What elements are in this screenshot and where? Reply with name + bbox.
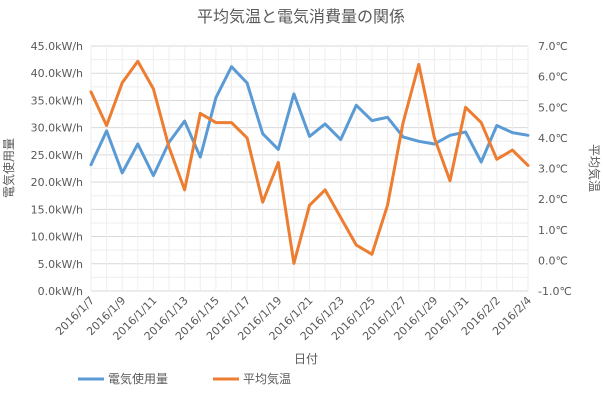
series-point-1: [527, 164, 530, 167]
series-point-0: [370, 119, 373, 122]
series-point-0: [90, 163, 93, 166]
series-point-0: [152, 174, 155, 177]
series-point-0: [480, 160, 483, 163]
series-point-0: [199, 156, 202, 159]
series-line-0: [89, 65, 530, 178]
right-tick-label: 2.0℃: [538, 193, 568, 206]
series-point-1: [152, 87, 155, 90]
series-point-0: [417, 140, 420, 143]
x-axis-title: 日付: [294, 352, 318, 366]
series-point-1: [433, 136, 436, 139]
left-tick-label: 25.0kW/h: [31, 149, 83, 162]
left-tick-label: 30.0kW/h: [31, 122, 83, 135]
right-tick-label: 1.0℃: [538, 224, 568, 237]
series-point-0: [448, 134, 451, 137]
series-point-0: [183, 120, 186, 123]
left-tick-label: 15.0kW/h: [31, 203, 83, 216]
series-point-1: [480, 121, 483, 124]
series-point-1: [511, 149, 514, 152]
left-tick-label: 5.0kW/h: [38, 258, 83, 271]
series-point-1: [246, 136, 249, 139]
series-point-1: [339, 216, 342, 219]
series-point-1: [308, 204, 311, 207]
series-point-1: [370, 253, 373, 256]
left-tick-label: 35.0kW/h: [31, 94, 83, 107]
right-tick-label: 5.0℃: [538, 101, 568, 114]
left-tick-label: 10.0kW/h: [31, 231, 83, 244]
right-y-axis: -1.0℃ 0.0℃ 1.0℃ 2.0℃ 3.0℃ 4.0℃ 5.0℃ 6.0℃ 7.0℃: [538, 40, 572, 298]
series-point-0: [339, 138, 342, 141]
series-point-0: [308, 135, 311, 138]
left-tick-label: 0.0kW/h: [38, 285, 83, 298]
series-point-1: [402, 121, 405, 124]
series-point-0: [464, 131, 467, 134]
series-point-0: [277, 148, 280, 151]
series-point-1: [464, 106, 467, 109]
right-tick-label: 0.0℃: [538, 254, 568, 267]
series-point-1: [199, 112, 202, 115]
legend-label-0: 電気使用量: [108, 371, 168, 386]
series-point-0: [355, 104, 358, 107]
legend-label-1: 平均気温: [243, 371, 291, 386]
series-point-1: [324, 188, 327, 191]
legend: 電気使用量 平均気温: [78, 371, 291, 386]
left-tick-label: 45.0kW/h: [31, 40, 83, 53]
right-axis-title: 平均気温: [587, 144, 602, 192]
series-point-1: [448, 179, 451, 182]
series-line-1: [89, 59, 530, 265]
right-tick-label: -1.0℃: [538, 285, 572, 298]
series-point-1: [90, 90, 93, 93]
series-point-1: [183, 188, 186, 191]
series-point-1: [121, 81, 124, 84]
left-axis-title: 電気使用量: [1, 138, 16, 198]
series-point-0: [261, 132, 264, 135]
series-point-0: [527, 134, 530, 137]
series-point-0: [121, 171, 124, 174]
left-y-axis: 0.0kW/h 5.0kW/h 10.0kW/h 15.0kW/h 20.0kW/h 25…: [31, 40, 83, 298]
series-point-1: [261, 201, 264, 204]
series-point-0: [105, 129, 108, 132]
series-point-0: [495, 124, 498, 127]
series-point-0: [246, 82, 249, 85]
series-point-1: [230, 121, 233, 124]
series-layer: [89, 59, 530, 265]
series-point-0: [214, 96, 217, 99]
series-point-0: [230, 65, 233, 68]
right-tick-label: 4.0℃: [538, 132, 568, 145]
series-point-0: [511, 131, 514, 134]
series-point-1: [214, 121, 217, 124]
series-point-1: [292, 262, 295, 265]
series-point-1: [355, 244, 358, 247]
right-tick-label: 3.0℃: [538, 163, 568, 176]
series-point-0: [324, 122, 327, 125]
series-point-0: [292, 92, 295, 95]
left-tick-label: 40.0kW/h: [31, 67, 83, 80]
right-tick-label: 6.0℃: [538, 71, 568, 84]
x-axis: 2016/1/72016/1/92016/1/112016/1/132016/1…: [53, 294, 534, 343]
left-tick-label: 20.0kW/h: [31, 176, 83, 189]
series-point-1: [417, 63, 420, 66]
chart-title: 平均気温と電気消費量の関係: [197, 7, 405, 26]
series-point-1: [105, 124, 108, 127]
series-point-1: [495, 158, 498, 161]
series-point-1: [277, 161, 280, 164]
right-tick-label: 7.0℃: [538, 40, 568, 53]
series-point-0: [136, 143, 139, 146]
series-point-1: [386, 204, 389, 207]
series-point-1: [136, 60, 139, 63]
series-point-0: [386, 116, 389, 119]
series-point-1: [168, 146, 171, 149]
